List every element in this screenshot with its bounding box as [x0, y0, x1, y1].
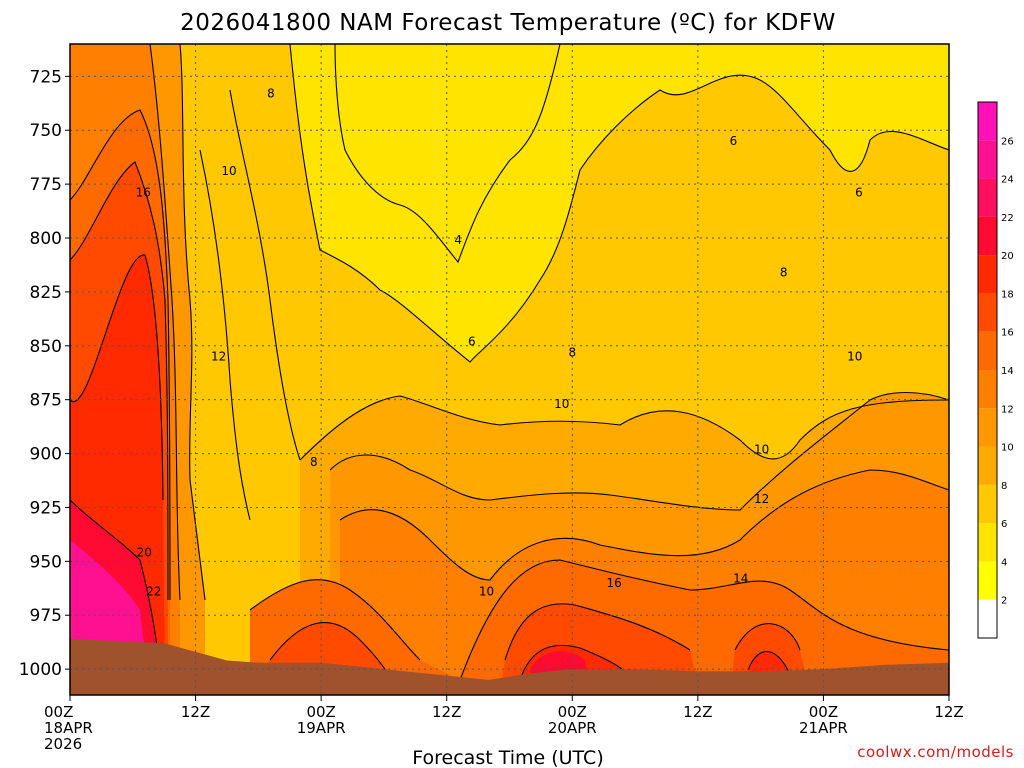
colorbar-swatch	[978, 523, 997, 562]
contour-left-12	[179, 44, 206, 601]
colorbar-swatch	[978, 408, 997, 447]
contour-label: 14	[733, 572, 748, 586]
colorbar-swatch	[978, 178, 997, 217]
y-axis: 725 750 775 800 825 850 875 900 925 950 975 1000	[19, 67, 70, 680]
ground-terrain	[70, 639, 949, 695]
x-axis-label: Forecast Time (UTC)	[412, 747, 603, 768]
colorbar-swatch	[978, 484, 997, 524]
colorbar-label: 16	[1001, 328, 1014, 339]
contour-label: 4	[454, 233, 462, 247]
contour-label: 8	[310, 455, 318, 469]
x-tick-label: 00Z	[809, 703, 838, 721]
contour-label: 10	[221, 164, 236, 178]
x-tick-label: 12Z	[181, 703, 210, 721]
contour-left-18	[70, 161, 169, 601]
x-tick-label: 2026	[44, 735, 82, 753]
colorbar-swatch	[978, 599, 997, 638]
contour-label: 10	[479, 585, 494, 599]
contour-12	[339, 469, 949, 581]
plot-area	[70, 44, 949, 695]
colorbar-label: 4	[1001, 557, 1007, 568]
contour-14	[249, 559, 949, 681]
contour-label: 16	[607, 576, 622, 590]
credit-text: coolwx.com/models	[857, 743, 1014, 761]
colorbar-swatch	[978, 331, 997, 370]
contour-label: 12	[754, 492, 769, 506]
colorbar-frame	[977, 101, 998, 639]
colorbar-label: 18	[1001, 289, 1014, 300]
colorbar-label: 2	[1001, 596, 1007, 607]
colorbar-swatch	[978, 293, 997, 332]
contour-6	[289, 44, 949, 363]
contour-label: 12	[211, 350, 226, 364]
contour-label: 16	[136, 186, 151, 200]
y-tick-label: 750	[30, 121, 62, 141]
y-tick-label: 875	[30, 391, 62, 411]
contour-label: 22	[146, 585, 161, 599]
x-tick-label: 18APR	[44, 719, 93, 737]
x-tick-label: 12Z	[934, 703, 963, 721]
x-tick-label: 12Z	[683, 703, 712, 721]
colorbar-swatch	[978, 255, 997, 294]
colorbar-label: 22	[1001, 213, 1014, 224]
x-tick-label: 00Z	[306, 703, 335, 721]
colorbar-label: 26	[1001, 136, 1014, 147]
y-tick-label: 900	[30, 445, 62, 465]
colorbar-swatch	[978, 370, 997, 409]
contour-label: 6	[468, 334, 476, 348]
contour-left-20	[70, 254, 164, 501]
colorbar-label: 12	[1001, 404, 1014, 415]
contour-10	[329, 391, 949, 511]
x-tick-label: 20APR	[548, 719, 597, 737]
y-tick-label: 775	[30, 175, 62, 195]
contour-wavy-10	[199, 149, 251, 521]
x-tick-label: 00Z	[44, 703, 73, 721]
y-tick-label: 950	[30, 552, 62, 572]
y-tick-label: 1000	[19, 660, 62, 680]
y-tick-label: 925	[30, 498, 62, 518]
colorbar-swatch	[978, 216, 997, 256]
contour-label: 10	[554, 397, 569, 411]
contour-wavy-8	[229, 89, 301, 461]
plot-frame	[69, 43, 950, 696]
contour-label: 10	[754, 442, 769, 456]
contour-label: 8	[780, 265, 788, 279]
x-tick-label: 19APR	[297, 719, 346, 737]
chart-title: 2026041800 NAM Forecast Temperature (ºC)…	[180, 10, 836, 36]
y-tick-label: 800	[30, 229, 62, 249]
colorbar-swatch	[978, 446, 997, 485]
grid-lines	[70, 44, 949, 695]
x-tick-label: 00Z	[558, 703, 587, 721]
x-tick-label: 21APR	[799, 719, 848, 737]
contour-label: 8	[568, 345, 576, 359]
colorbar-label: 8	[1001, 481, 1007, 492]
x-tick-label: 12Z	[432, 703, 461, 721]
contour-label: 8	[267, 87, 275, 101]
contour-label: 6	[730, 134, 738, 148]
y-tick-label: 850	[30, 337, 62, 357]
colorbar-label: 6	[1001, 519, 1007, 530]
contour-left-14	[149, 44, 181, 601]
band-4-6	[290, 44, 949, 362]
y-tick-label: 725	[30, 67, 62, 87]
contour-label: 10	[847, 350, 862, 364]
colorbar-label: 14	[1001, 366, 1014, 377]
colorbar-label: 10	[1001, 443, 1014, 454]
contour-8	[299, 395, 949, 461]
colorbar-label: 20	[1001, 251, 1014, 262]
colorbar-swatch	[978, 140, 997, 179]
contour-label: 6	[855, 186, 863, 200]
y-tick-label: 825	[30, 283, 62, 303]
contour-labels: 8 10 16 12 8 20 22 4 6 8 10 10 16 6 6 8 10 10 12 14	[136, 87, 863, 599]
contour-left-16	[70, 109, 171, 601]
contour-label: 20	[137, 546, 152, 560]
colorbar-label: 24	[1001, 175, 1014, 186]
colorbar-swatch	[978, 102, 997, 141]
colorbar-swatch	[978, 561, 997, 600]
contour-4	[334, 44, 561, 264]
y-tick-label: 975	[30, 606, 62, 626]
